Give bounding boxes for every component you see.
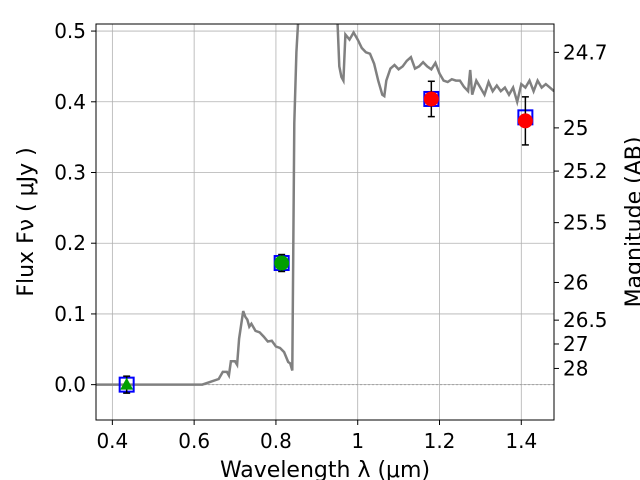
y-axis-label: Flux Fν ( μJy ) (14, 147, 39, 296)
magnitude-tick-label: 28 (563, 356, 588, 380)
y-tick-label: 0.2 (54, 231, 86, 255)
x-tick-label: 0.6 (178, 429, 210, 453)
x-axis-ticks: 0.4 0.6 0.8 1 1.2 1.4 (96, 420, 537, 453)
y-tick-label: 0.3 (54, 161, 86, 185)
model-sed-line (96, 24, 554, 386)
magnitude-tick-label: 25 (563, 116, 588, 140)
x-axis-label: Wavelength λ (μm) (220, 458, 430, 480)
magnitude-tick-label: 26 (563, 270, 588, 294)
magnitude-tick-label: 24.7 (563, 40, 608, 64)
grid-lines (96, 24, 554, 420)
y-tick-label: 0.5 (54, 19, 86, 43)
y-tick-label: 0.0 (54, 373, 86, 397)
y-tick-label: 0.1 (54, 302, 86, 326)
y-tick-label: 0.4 (54, 90, 86, 114)
magnitude-tick-label: 25.5 (563, 211, 608, 235)
magnitude-axis-label: Magnitude (AB) (622, 137, 640, 308)
observed-flux-point (517, 113, 533, 129)
photometry-points (118, 80, 534, 394)
x-tick-label: 1.4 (505, 429, 537, 453)
x-tick-label: 1 (351, 429, 364, 453)
plot-frame (95, 23, 555, 421)
observed-flux-triangle (120, 377, 134, 390)
observed-flux-point (423, 91, 439, 107)
x-tick-label: 1.2 (424, 429, 456, 453)
observed-flux-point (274, 255, 290, 271)
x-tick-label: 0.8 (260, 429, 292, 453)
magnitude-tick-label: 25.2 (563, 159, 608, 183)
magnitude-tick-label: 27 (563, 332, 588, 356)
y-axis-ticks: 0.0 0.1 0.2 0.3 0.4 0.5 (54, 19, 96, 397)
magnitude-tick-label: 26.5 (563, 308, 608, 332)
x-tick-label: 0.4 (96, 429, 128, 453)
